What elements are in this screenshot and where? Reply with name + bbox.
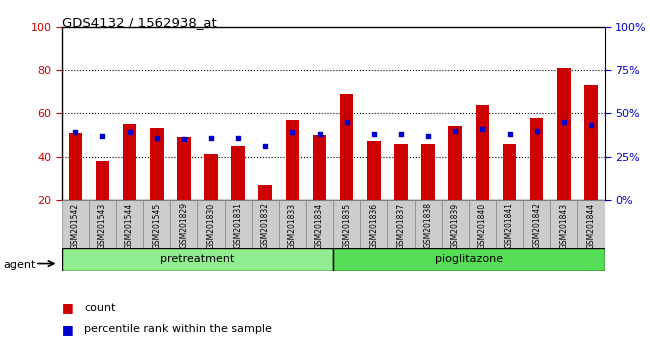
Text: ■: ■ — [62, 323, 73, 336]
Point — [151, 135, 162, 141]
Point — [586, 122, 596, 128]
Point — [396, 131, 406, 137]
Bar — [252, 200, 279, 248]
Point — [179, 136, 189, 142]
Bar — [387, 200, 415, 248]
Bar — [421, 144, 435, 200]
Bar — [584, 85, 598, 200]
Text: GSM201841: GSM201841 — [505, 202, 514, 249]
Text: GSM201543: GSM201543 — [98, 202, 107, 249]
Bar — [550, 200, 577, 248]
Bar — [198, 200, 225, 248]
Point — [341, 119, 352, 125]
Bar — [143, 200, 170, 248]
Text: GSM201844: GSM201844 — [586, 202, 595, 249]
Bar — [116, 200, 143, 248]
Bar — [204, 154, 218, 200]
Text: GSM201542: GSM201542 — [71, 202, 80, 249]
Text: pioglitazone: pioglitazone — [435, 254, 503, 264]
Bar — [279, 200, 306, 248]
Text: GSM201833: GSM201833 — [288, 202, 297, 249]
Text: GSM201840: GSM201840 — [478, 202, 487, 249]
Bar — [68, 133, 82, 200]
Bar — [177, 137, 190, 200]
Text: GSM201829: GSM201829 — [179, 202, 188, 249]
Text: pretreatment: pretreatment — [161, 254, 235, 264]
Text: GSM201837: GSM201837 — [396, 202, 406, 249]
Bar — [306, 200, 333, 248]
Bar — [523, 200, 551, 248]
Bar — [442, 200, 469, 248]
Text: percentile rank within the sample: percentile rank within the sample — [84, 324, 272, 334]
Text: GSM201838: GSM201838 — [424, 202, 433, 249]
Bar — [333, 248, 604, 271]
Text: GSM201831: GSM201831 — [233, 202, 242, 249]
Point — [70, 130, 81, 135]
Bar — [123, 124, 136, 200]
Bar — [170, 200, 198, 248]
Bar — [476, 104, 489, 200]
Bar — [333, 200, 360, 248]
Bar — [496, 200, 523, 248]
Bar — [340, 94, 354, 200]
Text: GSM201834: GSM201834 — [315, 202, 324, 249]
Bar — [285, 120, 299, 200]
Text: GSM201836: GSM201836 — [369, 202, 378, 249]
Bar — [469, 200, 496, 248]
Point — [532, 128, 542, 133]
Text: GSM201843: GSM201843 — [559, 202, 568, 249]
Text: count: count — [84, 303, 116, 313]
Text: agent: agent — [3, 260, 36, 270]
Point — [369, 131, 379, 137]
Text: GSM201839: GSM201839 — [450, 202, 460, 249]
Point — [558, 119, 569, 125]
Text: GDS4132 / 1562938_at: GDS4132 / 1562938_at — [62, 16, 216, 29]
Bar — [448, 126, 462, 200]
Point — [206, 135, 216, 141]
Bar — [89, 200, 116, 248]
Text: GSM201842: GSM201842 — [532, 202, 541, 249]
Bar — [415, 200, 442, 248]
Point — [124, 130, 135, 135]
Text: GSM201835: GSM201835 — [342, 202, 351, 249]
Point — [287, 130, 298, 135]
Text: GSM201832: GSM201832 — [261, 202, 270, 249]
Point — [504, 131, 515, 137]
Point — [423, 133, 434, 139]
Text: GSM201544: GSM201544 — [125, 202, 134, 249]
Bar — [62, 248, 333, 271]
Text: GSM201830: GSM201830 — [207, 202, 216, 249]
Bar — [367, 142, 381, 200]
Bar — [360, 200, 387, 248]
Bar — [225, 200, 252, 248]
Point — [477, 126, 488, 132]
Text: GSM201545: GSM201545 — [152, 202, 161, 249]
Point — [450, 128, 460, 133]
Bar — [150, 129, 164, 200]
Bar — [96, 161, 109, 200]
Bar — [577, 200, 605, 248]
Bar — [530, 118, 543, 200]
Bar — [394, 144, 408, 200]
Bar — [62, 200, 89, 248]
Bar — [231, 146, 245, 200]
Bar — [557, 68, 571, 200]
Point — [233, 135, 243, 141]
Bar — [259, 185, 272, 200]
Bar — [502, 144, 516, 200]
Point — [260, 143, 270, 149]
Point — [315, 131, 325, 137]
Bar — [313, 135, 326, 200]
Text: ■: ■ — [62, 302, 73, 314]
Point — [98, 133, 108, 139]
